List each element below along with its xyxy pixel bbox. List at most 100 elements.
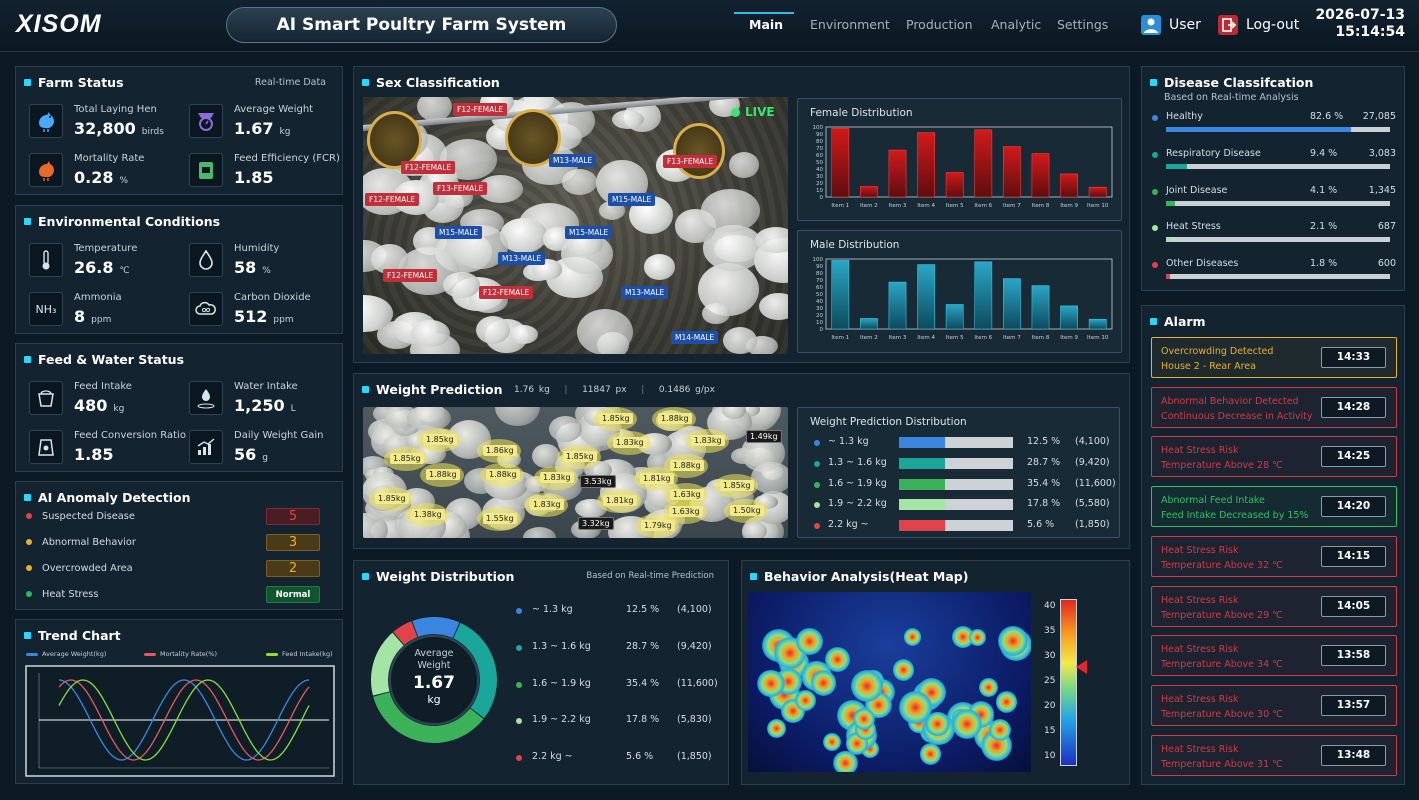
alarm-text: Heat Stress Risk Temperature Above 32 ℃ [1161, 543, 1283, 573]
kpi-value-feed-intake: 480 kg [74, 396, 125, 415]
x-tick-label: Item 2 [860, 203, 878, 209]
y-tick-label: 100 [813, 257, 824, 263]
alarm-item[interactable]: Heat Stress Risk Temperature Above 32 ℃ 14… [1151, 535, 1397, 577]
classification-tag: M14-MALE [671, 331, 719, 344]
anomaly-count-disease: 5 [266, 508, 320, 525]
alarm-title: Heat Stress Risk [1161, 594, 1239, 606]
disease-subtitle: Based on Real-time Analysis [1164, 92, 1299, 103]
range-label: 1.6 ~ 1.9 kg [828, 477, 887, 489]
weight-tag: 1.50kg [730, 505, 764, 516]
tab-environment[interactable]: Environment [810, 17, 890, 32]
tab-analytic[interactable]: Analytic [991, 17, 1042, 32]
pct-label: 35.4 % [626, 677, 660, 689]
progress-bar [1166, 274, 1390, 280]
kpi-value-humidity: 58% [234, 258, 271, 277]
heat-scale-tick: 10 [1044, 751, 1056, 761]
range-label: ~ 1.3 kg [532, 604, 573, 615]
heat-spot [794, 690, 816, 712]
tab-main[interactable]: Main [749, 17, 784, 32]
anomaly-row: Suspected Disease [26, 507, 336, 525]
weight-tag: 1.85kg [563, 451, 597, 462]
weight-tag: 1.88kg [426, 469, 460, 480]
legend-dot [1152, 225, 1158, 232]
kpi-value-mortality: 0.28% [74, 168, 129, 187]
chicken [411, 319, 451, 347]
alarm-text: Abnormal Behavior Detected Continuous Dec… [1161, 394, 1312, 424]
chicken [562, 169, 598, 195]
weight-prediction-distribution: Weight Prediction Distribution ~ 1.3 kg 1… [797, 407, 1120, 538]
weight-camera-feed[interactable]: 1.85kg 1.88kg 1.85kg 1.83kg 1.83kg 1.49kg 1.85… [363, 407, 788, 538]
nav-active-indicator [734, 12, 794, 14]
distribution-row: 1.3 ~ 1.6 kg 28.7 % (9,420) [798, 457, 1121, 471]
disease-count: 687 [1377, 221, 1396, 233]
x-tick-label: Item 9 [1060, 335, 1078, 341]
kpi-value-temperature: 26.8 ℃ [74, 258, 130, 277]
heat-spot [951, 709, 983, 740]
camera-feed[interactable]: LIVE F12-FEMALE M13-MALE F13-FEMALE F12-FEMA… [363, 97, 788, 354]
alarm-item[interactable]: Heat Stress Risk Temperature Above 31 ℃ 13… [1151, 734, 1397, 776]
count-label: (4,100) [1075, 436, 1110, 447]
logout-button[interactable]: Log-out [1218, 15, 1299, 35]
kpi-label: Feed Conversion Ratio [74, 430, 186, 441]
weight-tag: 1.81kg [603, 495, 637, 506]
y-tick-label: 100 [813, 125, 824, 131]
trend-line-weight [58, 679, 310, 761]
chicken [702, 303, 730, 325]
alarm-item[interactable]: Abnormal Behavior Detected Continuous Dec… [1151, 386, 1397, 428]
alarm-text: Heat Stress Risk Temperature Above 30 ℃ [1161, 692, 1283, 722]
heat-scale-tick: 25 [1044, 676, 1056, 686]
alarm-item[interactable]: Heat Stress Risk Temperature Above 28 ℃ 14… [1151, 436, 1397, 478]
legend-dot [1152, 115, 1158, 121]
water-drop-icon [189, 381, 223, 415]
distribution-row: 1.6 ~ 1.9 kg 35.4 % (11,600) [354, 678, 730, 692]
alarm-title: Heat Stress Risk [1161, 544, 1239, 556]
alarm-item[interactable]: Heat Stress Risk Temperature Above 29 ℃ 14… [1151, 585, 1397, 627]
farm-status-panel: Farm Status Real-time Data Total Laying … [15, 66, 343, 195]
distribution-row: 2.2 kg ~ 5.6 % (1,850) [798, 519, 1121, 533]
heatmap-image[interactable] [748, 592, 1031, 772]
trend-line-mortality [58, 679, 310, 761]
tab-production[interactable]: Production [906, 17, 973, 32]
panel-title: Weight Prediction [362, 382, 502, 397]
donut-slice [371, 632, 404, 696]
pct-label: 28.7 % [626, 640, 660, 652]
kpi-value-total-hen: 32,800 birds [74, 119, 164, 138]
weight-tag: 1.81kg [640, 473, 674, 484]
panel-title: AI Anomaly Detection [24, 490, 191, 505]
chicken [523, 527, 557, 538]
distribution-row: 1.9 ~ 2.2 kg 17.8 % (5,830) [354, 714, 730, 728]
droplet-icon [189, 243, 223, 277]
classification-tag: F12-FEMALE [453, 103, 508, 116]
kpi-label: Total Laying Hen [74, 104, 157, 115]
weight-tag: 1.63kg [669, 506, 703, 517]
weight-tag: 1.85kg [390, 453, 424, 464]
heat-spot [852, 708, 875, 731]
alarm-item[interactable]: Heat Stress Risk Temperature Above 30 ℃ 13… [1151, 684, 1397, 726]
bar [917, 132, 935, 198]
alarm-item[interactable]: Abnormal Feed Intake Feed Intake Decrease… [1151, 486, 1397, 528]
weight-tag: 1.88kg [486, 469, 520, 480]
alarm-text: Heat Stress Risk Temperature Above 29 ℃ [1161, 593, 1283, 623]
feeder [673, 123, 725, 179]
distribution-row: 1.9 ~ 2.2 kg 17.8 % (5,580) [798, 498, 1121, 512]
x-tick-label: Item 6 [974, 203, 992, 209]
chicken [532, 444, 560, 469]
user-button[interactable]: User [1141, 15, 1201, 35]
heatmap-panel: Behavior Analysis(Heat Map) 40 35 30 25 20 15… [741, 560, 1130, 785]
x-tick-label: Item 6 [974, 335, 992, 341]
alarm-detail: Temperature Above 32 ℃ [1161, 559, 1283, 571]
weight-tag: 1.83kg [540, 472, 574, 483]
alarm-item[interactable]: Overcrowding Detected House 2 - Rear Area… [1151, 337, 1397, 378]
scale-icon [189, 104, 223, 138]
alarm-item[interactable]: Heat Stress Risk Temperature Above 34 ℃ 13… [1151, 635, 1397, 677]
chicken [722, 327, 758, 354]
count-label: (11,600) [677, 677, 718, 689]
kpi-label: Humidity [234, 243, 280, 254]
classification-tag: M13-MALE [621, 286, 669, 299]
date: 2026-07-13 [1315, 7, 1405, 23]
tab-settings[interactable]: Settings [1057, 17, 1109, 32]
chicken [443, 272, 480, 298]
heat-spot [810, 670, 836, 696]
anomaly-status-heat-stress: Normal [266, 586, 320, 603]
y-tick-label: 70 [816, 146, 823, 152]
